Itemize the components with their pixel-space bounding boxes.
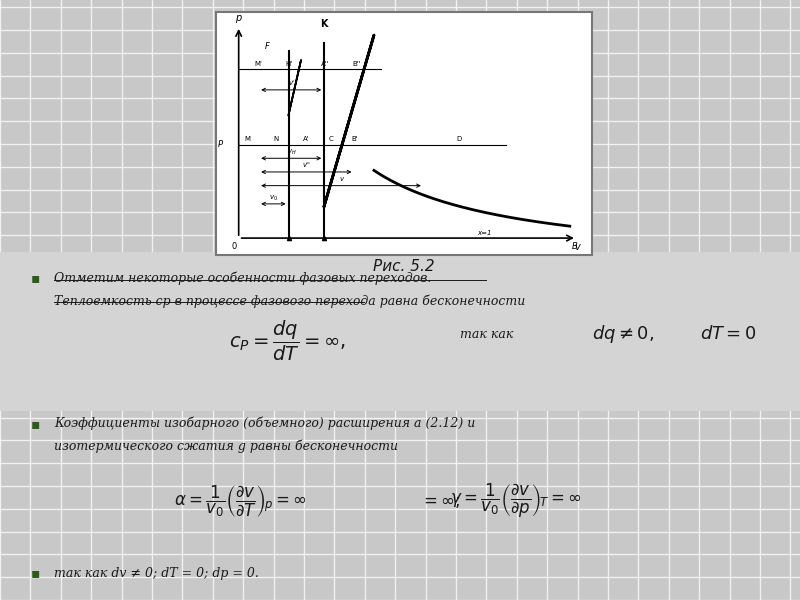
Text: $dT = 0$: $dT = 0$ [700,325,757,343]
Text: N: N [274,136,278,142]
Text: $v_H$: $v_H$ [286,148,296,157]
Text: B': B' [351,136,358,142]
Bar [0,252,800,411]
Text: p: p [235,13,241,23]
Text: ▪: ▪ [30,271,40,285]
Text: x=1: x=1 [477,230,491,236]
Text: v: v [574,242,581,251]
Text: F: F [265,42,270,51]
Text: A'': A'' [321,61,329,67]
Text: Теплоемкость cp в процессе фазового перехода равна бесконечности: Теплоемкость cp в процессе фазового пере… [54,294,526,307]
Text: так как dv ≠ 0; dT = 0; dp = 0.: так как dv ≠ 0; dT = 0; dp = 0. [54,567,259,580]
Text: C: C [328,136,333,142]
Text: B'': B'' [352,61,361,67]
Text: v': v' [288,80,294,86]
Text: Рис. 5.2: Рис. 5.2 [373,259,435,274]
Text: $dq \neq 0,$: $dq \neq 0,$ [592,323,654,345]
Text: P: P [218,140,222,149]
Text: v'': v'' [302,163,310,169]
Bar [216,12,592,255]
Text: H': H' [286,61,293,67]
Text: Отметим некоторые особенности фазовых переходов.: Отметим некоторые особенности фазовых пе… [54,272,432,285]
Text: $c_P = \dfrac{dq}{dT} = \infty,$: $c_P = \dfrac{dq}{dT} = \infty,$ [230,319,346,363]
Text: так как: так как [460,328,514,341]
Text: A': A' [303,136,310,142]
Text: $\gamma = \dfrac{1}{v_0}\left(\dfrac{\partial v}{\partial p}\right)_{\!T} = \inf: $\gamma = \dfrac{1}{v_0}\left(\dfrac{\pa… [450,482,582,520]
Text: B: B [572,242,578,251]
Text: ▪: ▪ [30,417,40,431]
Text: M': M' [254,61,262,67]
Text: изотермического сжатия g равны бесконечности: изотермического сжатия g равны бесконечн… [54,439,398,452]
Text: K: K [320,19,328,29]
Text: $\alpha = \dfrac{1}{v_0}\left(\dfrac{\partial v}{\partial T}\right)_{\!p} = \inf: $\alpha = \dfrac{1}{v_0}\left(\dfrac{\pa… [174,483,306,519]
Text: $v_0$: $v_0$ [269,193,278,203]
Text: 0: 0 [232,242,237,251]
Text: ▪: ▪ [30,566,40,580]
Text: $= \infty;$: $= \infty;$ [420,492,460,510]
Text: Коэффициенты изобарного (объемного) расширения a (2.12) и: Коэффициенты изобарного (объемного) расш… [54,417,476,431]
Text: v: v [340,176,344,182]
Text: D: D [457,136,462,142]
Text: M: M [245,136,250,142]
